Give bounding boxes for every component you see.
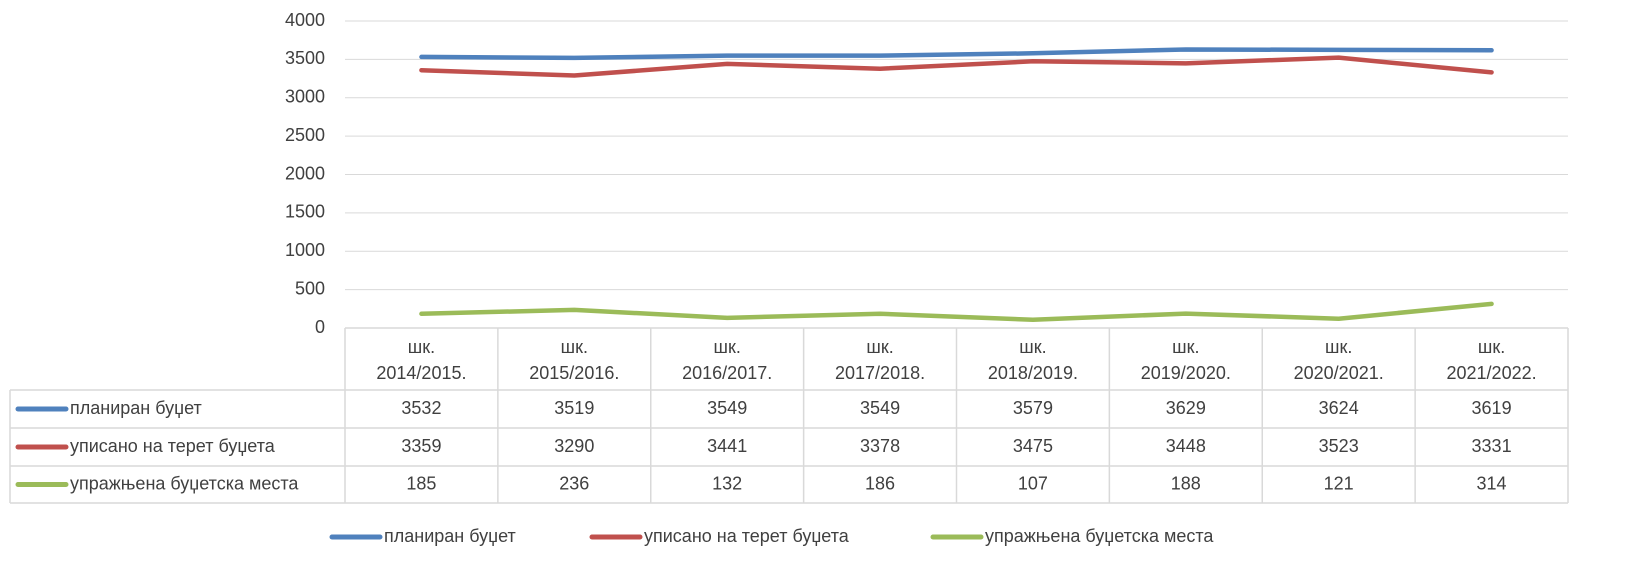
y-tick-label: 4000 [285, 10, 325, 30]
legend-label: планиран буџет [384, 526, 516, 546]
table-value: 3619 [1472, 398, 1512, 418]
row-label: упражњена буџетска места [70, 473, 299, 493]
table-value: 3624 [1319, 398, 1359, 418]
table-value: 3441 [707, 436, 747, 456]
series-line [419, 301, 1494, 323]
table-value: 3359 [401, 436, 441, 456]
category-cell: шк. 2018/2019. [987, 337, 1078, 383]
category-cell: шк. 2015/2016. [529, 337, 620, 383]
category-cell: шк. 2019/2020. [1140, 337, 1231, 383]
table-value: 3475 [1013, 436, 1053, 456]
table-value: 186 [865, 473, 895, 493]
category-cell: шк. 2021/2022. [1446, 337, 1537, 383]
category-cell: шк. 2017/2018. [835, 337, 926, 383]
table-value: 3549 [707, 398, 747, 418]
series-line [419, 55, 1494, 78]
y-tick-label: 2500 [285, 125, 325, 145]
table-value: 314 [1477, 473, 1507, 493]
y-tick-label: 0 [315, 317, 325, 337]
series-line [419, 47, 1494, 61]
x-tick-label: шк. 2015/2016. [529, 337, 620, 383]
table-value: 3549 [860, 398, 900, 418]
table-value: 3629 [1166, 398, 1206, 418]
category-cell: шк. 2016/2017. [682, 337, 773, 383]
y-tick-label: 1000 [285, 240, 325, 260]
legend-label: упражњена буџетска места [985, 526, 1214, 546]
table-value: 236 [559, 473, 589, 493]
x-tick-label: шк. 2020/2021. [1293, 337, 1384, 383]
y-tick-label: 3000 [285, 87, 325, 107]
category-cell: шк. 2014/2015. [376, 337, 467, 383]
legend-label: уписано на терет буџета [644, 526, 850, 546]
y-tick-label: 3500 [285, 48, 325, 68]
table-value: 188 [1171, 473, 1201, 493]
row-label: планиран буџет [70, 398, 202, 418]
y-tick-label: 1500 [285, 202, 325, 222]
table-value: 132 [712, 473, 742, 493]
row-label: уписано на терет буџета [70, 436, 276, 456]
table-value: 3523 [1319, 436, 1359, 456]
table-value: 3579 [1013, 398, 1053, 418]
y-tick-label: 500 [295, 278, 325, 298]
table-value: 121 [1324, 473, 1354, 493]
table-value: 185 [406, 473, 436, 493]
table-value: 3448 [1166, 436, 1206, 456]
table-value: 3290 [554, 436, 594, 456]
x-tick-label: шк. 2021/2022. [1446, 337, 1537, 383]
category-cell: шк. 2020/2021. [1293, 337, 1384, 383]
x-tick-label: шк. 2014/2015. [376, 337, 467, 383]
table-value: 3331 [1472, 436, 1512, 456]
x-tick-label: шк. 2019/2020. [1140, 337, 1231, 383]
x-tick-label: шк. 2016/2017. [682, 337, 773, 383]
table-value: 107 [1018, 473, 1048, 493]
x-tick-label: шк. 2017/2018. [835, 337, 926, 383]
table-value: 3532 [401, 398, 441, 418]
table-value: 3519 [554, 398, 594, 418]
table-value: 3378 [860, 436, 900, 456]
y-tick-label: 2000 [285, 163, 325, 183]
x-tick-label: шк. 2018/2019. [987, 337, 1078, 383]
